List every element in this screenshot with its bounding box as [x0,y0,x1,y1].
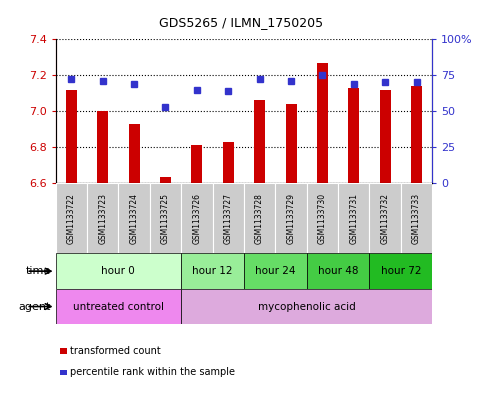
Text: mycophenolic acid: mycophenolic acid [258,301,355,312]
Text: hour 12: hour 12 [192,266,233,276]
Bar [244,253,307,289]
Text: percentile rank within the sample: percentile rank within the sample [70,367,235,377]
Bar [307,183,338,253]
Bar [191,145,202,183]
Bar [369,253,432,289]
Bar [87,183,118,253]
Text: GSM1133723: GSM1133723 [98,193,107,244]
Bar [60,369,67,375]
Text: GDS5265 / ILMN_1750205: GDS5265 / ILMN_1750205 [159,16,324,29]
Bar [244,183,275,253]
Bar [369,183,401,253]
Text: GSM1133730: GSM1133730 [318,193,327,244]
Bar [181,289,432,324]
Text: GSM1133732: GSM1133732 [381,193,390,244]
Text: transformed count: transformed count [70,346,160,356]
Bar [401,183,432,253]
Text: GSM1133731: GSM1133731 [349,193,358,244]
Text: GSM1133729: GSM1133729 [286,193,296,244]
Bar [285,104,297,183]
Text: time: time [26,266,51,276]
Text: agent: agent [18,301,51,312]
Bar [254,100,265,183]
Text: GSM1133724: GSM1133724 [129,193,139,244]
Bar [56,183,87,253]
Bar [338,183,369,253]
Bar [380,90,391,183]
Bar [60,348,67,354]
Text: GSM1133728: GSM1133728 [255,193,264,244]
Text: hour 0: hour 0 [101,266,135,276]
Bar [348,88,359,183]
Text: untreated control: untreated control [73,301,164,312]
Text: GSM1133726: GSM1133726 [192,193,201,244]
Text: GSM1133733: GSM1133733 [412,193,421,244]
Text: GSM1133722: GSM1133722 [67,193,76,244]
Bar [411,86,422,183]
Bar [56,289,181,324]
Text: GSM1133725: GSM1133725 [161,193,170,244]
Bar [275,183,307,253]
Text: hour 48: hour 48 [318,266,358,276]
Bar [56,253,181,289]
Text: hour 72: hour 72 [381,266,421,276]
Bar [181,183,213,253]
Bar [160,177,171,183]
Bar [128,123,140,183]
Bar [213,183,244,253]
Bar [223,141,234,183]
Bar [118,183,150,253]
Text: GSM1133727: GSM1133727 [224,193,233,244]
Text: hour 24: hour 24 [255,266,296,276]
Bar [150,183,181,253]
Bar [307,253,369,289]
Bar [66,90,77,183]
Bar [317,62,328,183]
Bar [181,253,244,289]
Bar [97,111,108,183]
